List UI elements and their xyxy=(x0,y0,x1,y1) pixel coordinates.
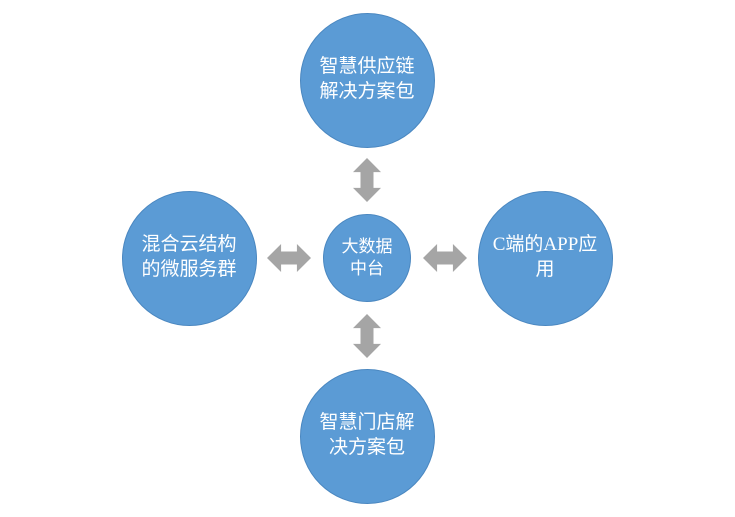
node-center: 大数据中台 xyxy=(323,214,411,302)
node-left: 混合云结构的微服务群 xyxy=(122,191,257,326)
double-arrow-icon xyxy=(423,244,467,272)
double-arrow-icon xyxy=(353,158,381,202)
node-top: 智慧供应链解决方案包 xyxy=(300,13,435,148)
double-arrow-icon xyxy=(267,244,311,272)
node-right: C端的APP应用 xyxy=(478,191,613,326)
node-bottom: 智慧门店解决方案包 xyxy=(300,369,435,504)
diagram-canvas: 大数据中台 智慧供应链解决方案包 智慧门店解决方案包 混合云结构的微服务群 C端… xyxy=(0,0,735,517)
node-center-label: 大数据中台 xyxy=(334,236,400,280)
node-bottom-label: 智慧门店解决方案包 xyxy=(311,411,424,460)
double-arrow-icon xyxy=(353,314,381,358)
node-top-label: 智慧供应链解决方案包 xyxy=(311,55,424,104)
node-left-label: 混合云结构的微服务群 xyxy=(133,233,246,282)
node-right-label: C端的APP应用 xyxy=(489,233,602,282)
